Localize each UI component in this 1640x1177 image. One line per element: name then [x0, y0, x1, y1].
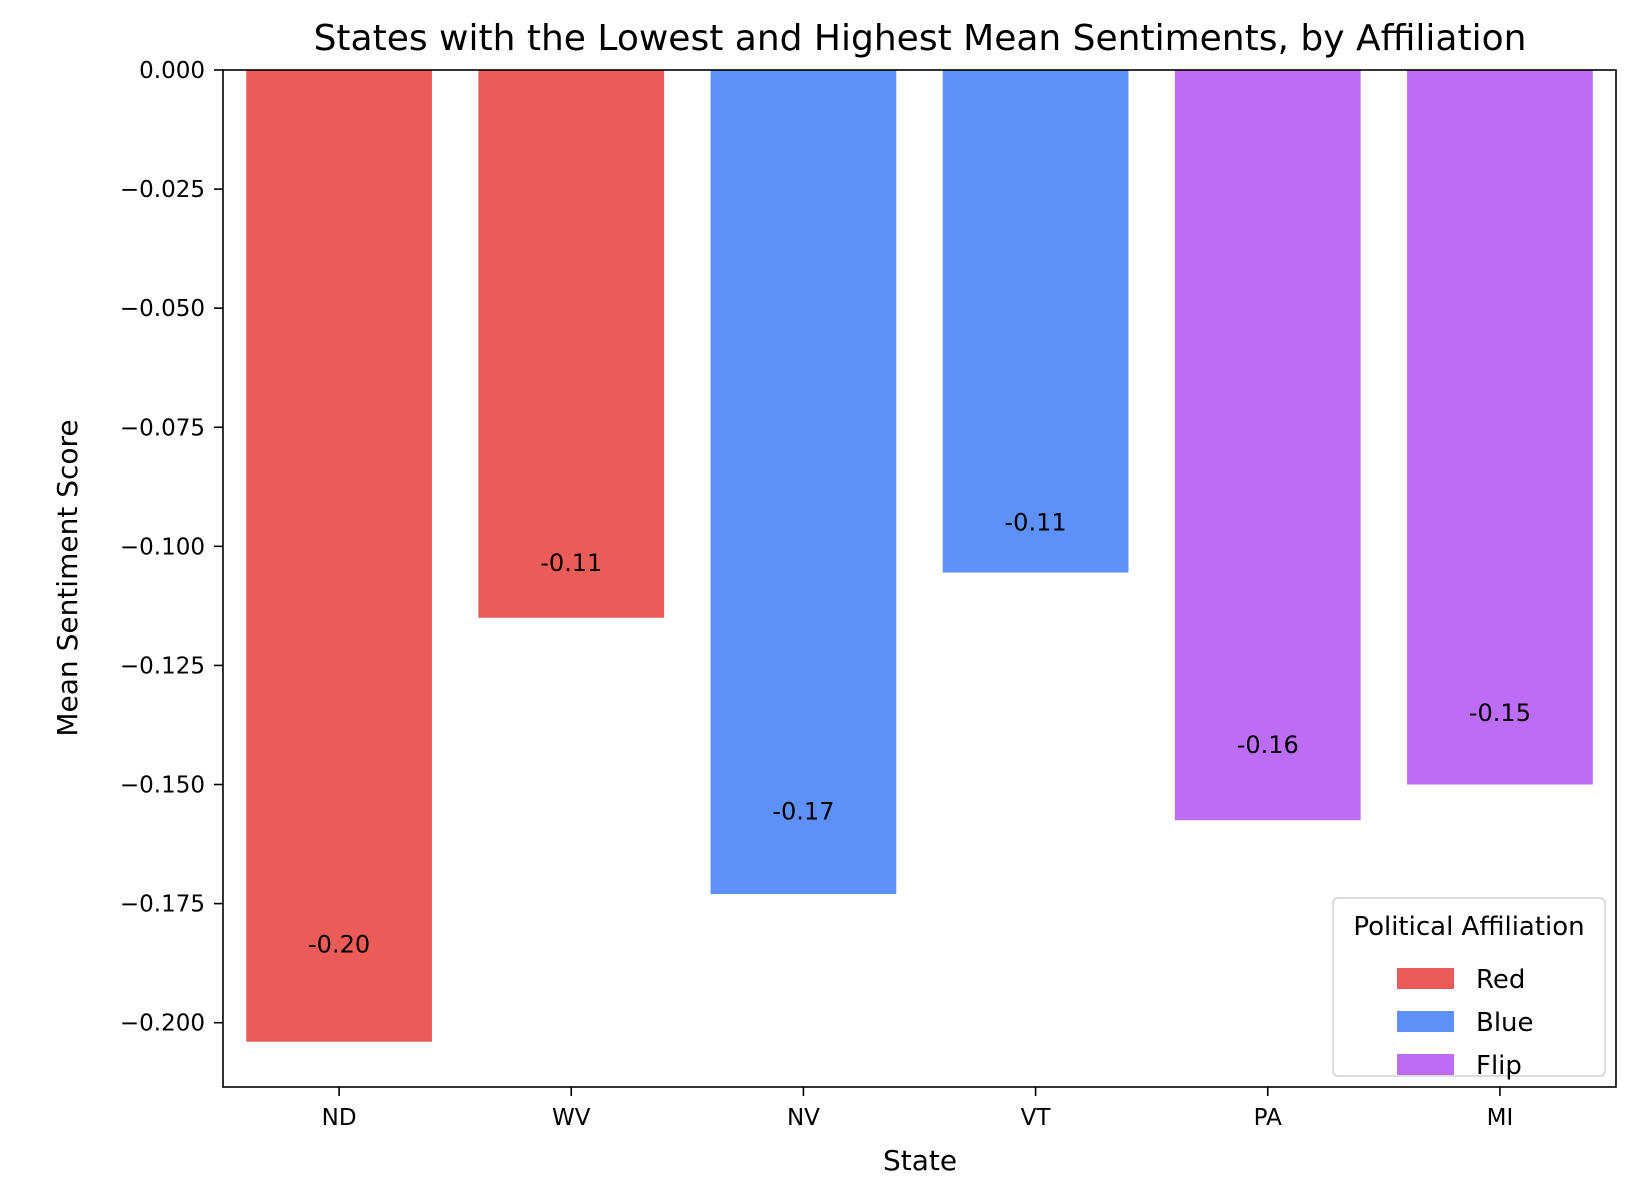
y-axis-label: Mean Sentiment Score — [51, 419, 84, 736]
x-axis-ticks: ND WV NV VT PA MI — [322, 1087, 1514, 1131]
bar-label-pa: -0.16 — [1237, 731, 1299, 759]
y-tick-label: −0.075 — [120, 415, 205, 441]
chart-title: States with the Lowest and Highest Mean … — [314, 18, 1527, 59]
bar-label-mi: -0.15 — [1469, 699, 1531, 727]
bar-nv — [710, 70, 897, 895]
y-tick-label: −0.200 — [120, 1011, 205, 1037]
legend: Political Affiliation Red Blue Flip — [1332, 897, 1606, 1081]
x-tick-label: MI — [1487, 1105, 1514, 1131]
plot-frame — [222, 69, 1617, 1088]
bar-label-nv: -0.17 — [772, 798, 834, 826]
x-tick-label: NV — [787, 1105, 820, 1131]
bar-value-labels: -0.20 -0.11 -0.17 -0.11 -0.16 -0.15 — [308, 508, 1531, 958]
bar-mi — [1407, 70, 1593, 785]
legend-swatch-blue — [1397, 1011, 1454, 1032]
bar-label-vt: -0.11 — [1005, 508, 1067, 536]
x-tick-label: PA — [1254, 1105, 1282, 1131]
y-tick-label: −0.175 — [120, 892, 205, 918]
bar-label-nd: -0.20 — [308, 931, 370, 959]
x-tick-label: ND — [322, 1105, 357, 1131]
y-axis-ticks: 0.000 −0.025 −0.050 −0.075 −0.100 −0.125 −0.15… — [120, 58, 223, 1037]
bar-wv — [478, 70, 665, 618]
bar-pa — [1174, 70, 1361, 821]
y-tick-label: 0.000 — [139, 58, 205, 84]
bar-nd — [246, 70, 432, 1042]
legend-label-red: Red — [1476, 965, 1525, 995]
y-tick-label: −0.025 — [120, 177, 205, 203]
y-tick-label: −0.150 — [120, 773, 205, 799]
bars — [246, 70, 1593, 1042]
y-tick-label: −0.100 — [120, 534, 205, 560]
legend-label-blue: Blue — [1476, 1008, 1534, 1038]
legend-swatch-flip — [1397, 1054, 1454, 1075]
legend-label-flip: Flip — [1476, 1051, 1522, 1081]
x-tick-label: WV — [552, 1105, 591, 1131]
y-tick-label: −0.050 — [120, 296, 205, 322]
x-axis-label: State — [883, 1144, 957, 1172]
y-tick-label: −0.125 — [120, 653, 205, 679]
legend-title: Political Affiliation — [1353, 912, 1584, 942]
legend-swatch-red — [1397, 968, 1454, 989]
x-tick-label: VT — [1021, 1105, 1052, 1131]
bar-vt — [942, 70, 1129, 573]
bar-label-wv: -0.11 — [540, 549, 602, 577]
